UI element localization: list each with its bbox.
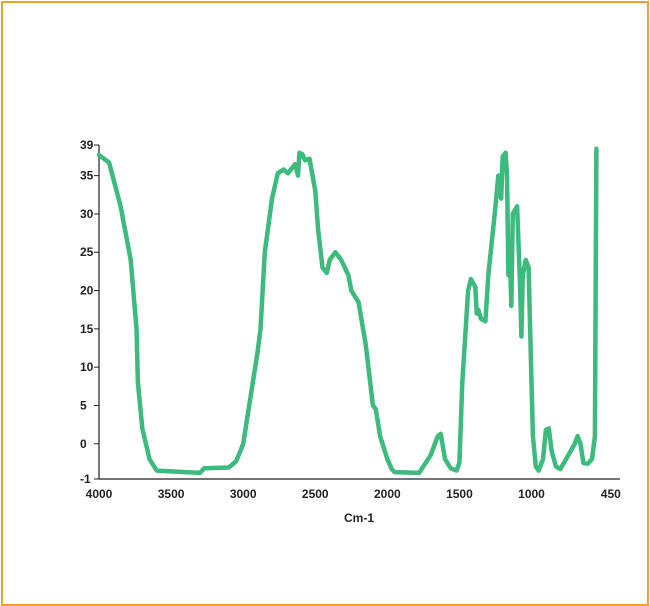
x-axis-title: Cm-1 xyxy=(344,511,374,525)
spectrum-line xyxy=(96,146,599,476)
y-tick-label: 39 xyxy=(80,138,94,152)
x-tick-label: 1500 xyxy=(446,487,473,501)
y-tick-label: 0 xyxy=(80,437,87,451)
y-tick-label: -1 xyxy=(80,472,91,486)
x-tick-label: 1000 xyxy=(518,487,545,501)
x-tick-label: 2000 xyxy=(374,487,401,501)
y-tick-label: 25 xyxy=(80,245,94,259)
chart-series xyxy=(96,146,599,476)
x-tick-label: 3500 xyxy=(158,487,185,501)
y-tick-label: 5 xyxy=(80,398,87,412)
x-tick-label: 3000 xyxy=(230,487,257,501)
x-tick-label: 2500 xyxy=(302,487,329,501)
chart-axes xyxy=(98,145,620,480)
y-tick-label: 30 xyxy=(80,207,94,221)
y-tick-label: 15 xyxy=(80,322,94,336)
y-tick-label: 35 xyxy=(80,169,94,183)
y-tick-label: 20 xyxy=(80,284,94,298)
x-tick-label: 450 xyxy=(601,487,621,501)
y-tick-label: 10 xyxy=(80,360,94,374)
x-tick-label: 4000 xyxy=(86,487,113,501)
